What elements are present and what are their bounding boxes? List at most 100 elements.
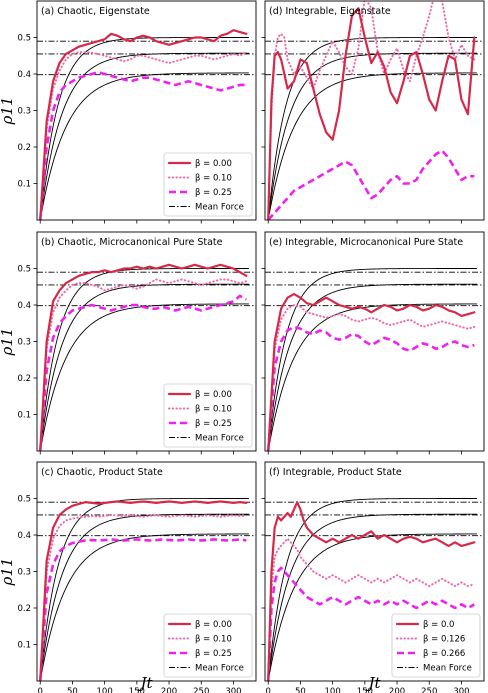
- series-line-solid: [267, 501, 476, 681]
- x-tick-label: 50: [67, 687, 78, 693]
- legend-label: β = 0.10: [195, 174, 232, 184]
- series-line-solid: [267, 7, 476, 220]
- series-line-dashed: [267, 149, 475, 220]
- series-line-dashed: [38, 294, 247, 451]
- y-tick-label: 0.4: [17, 301, 31, 311]
- y-tick-label: 0.5: [17, 495, 31, 505]
- panel-5: 0 50 100 150 200 250 300 (f) Integrable, Produc…: [261, 461, 485, 693]
- series-line-dotted: [39, 278, 248, 451]
- x-tick-label: 250: [193, 687, 209, 693]
- y-tick-label: 0.2: [17, 374, 31, 384]
- x-tick-label: 100: [325, 687, 341, 693]
- x-tick-label: 200: [389, 687, 405, 693]
- legend: β = 0.00 β = 0.10 β = 0.25 Mean Force: [163, 152, 253, 217]
- legend: β = 0.0 β = 0.126 β = 0.266 Mean Force: [391, 613, 481, 678]
- legend-label: β = 0.126: [423, 635, 465, 645]
- fit-curve: [267, 52, 477, 220]
- fit-curve: [267, 268, 477, 451]
- legend-label: Mean Force: [195, 434, 244, 444]
- series-line-dashed: [266, 566, 475, 681]
- y-tick-label: 0.3: [17, 568, 31, 578]
- x-tick-label: 200: [161, 687, 177, 693]
- legend-label: β = 0.25: [195, 649, 232, 659]
- legend-label: β = 0.10: [195, 635, 232, 645]
- panel-title: (a) Chaotic, Eigenstate: [41, 6, 150, 17]
- fit-curve: [267, 37, 477, 220]
- x-axis-label: Jt: [137, 674, 153, 692]
- y-tick-label: 0.2: [17, 604, 31, 614]
- legend-label: β = 0.10: [195, 405, 232, 415]
- legend: β = 0.00 β = 0.10 β = 0.25 Mean Force: [163, 383, 253, 448]
- fit-curve: [267, 72, 477, 220]
- y-axis-label: ρ11: [0, 328, 16, 357]
- panel-plot-area: [37, 29, 256, 220]
- y-tick-label: 0.3: [17, 107, 31, 117]
- y-tick-label: 0.1: [17, 180, 31, 190]
- panel-frame: [36, 231, 257, 452]
- panel-frame: [264, 461, 485, 682]
- panel-4: 0 50 100 150 200 250 300 0.1 0.2 0.3 0.4 0.5 (c) Cha…: [17, 461, 257, 693]
- x-tick-label: 100: [97, 687, 113, 693]
- y-tick-label: 0.3: [17, 338, 31, 348]
- panel-2: 0.1 0.2 0.3 0.4 0.5 (b) Chaotic, Microcanonic…: [17, 231, 257, 455]
- series-line-dotted: [39, 513, 248, 681]
- legend-label: β = 0.00: [195, 159, 232, 169]
- panel-0: 0.1 0.2 0.3 0.4 0.5 (a) Chaotic, Eigenstate β …: [17, 0, 257, 224]
- fit-curve: [267, 283, 477, 451]
- panel-frame: [36, 0, 257, 221]
- panel-plot-area: [37, 498, 256, 681]
- fit-curve: [39, 52, 249, 220]
- fit-curve: [39, 283, 249, 451]
- series-line-solid: [39, 500, 248, 681]
- series-line-dashed: [38, 70, 247, 220]
- series-line-dotted: [267, 537, 476, 681]
- legend-label: Mean Force: [195, 664, 244, 674]
- y-tick-label: 0.5: [17, 265, 31, 275]
- x-tick-label: 250: [421, 687, 437, 693]
- legend-box: [163, 383, 253, 448]
- y-axis-label: ρ11: [0, 558, 16, 587]
- x-tick-label: 150: [129, 687, 145, 693]
- legend-box: [163, 152, 253, 217]
- panel-title: (e) Integrable, Microcanonical Pure Stat…: [269, 237, 463, 248]
- panel-frame: [36, 461, 257, 682]
- x-tick-label: 300: [225, 687, 241, 693]
- legend-label: β = 0.00: [195, 390, 232, 400]
- panel-plot-area: [265, 498, 484, 681]
- fit-curve: [39, 513, 249, 681]
- y-tick-label: 0.1: [17, 411, 31, 421]
- y-axis-label: ρ11: [0, 97, 16, 126]
- fit-curve: [267, 498, 477, 681]
- x-tick-label: 0: [266, 687, 271, 693]
- series-line-solid: [39, 29, 248, 220]
- fit-curve: [39, 533, 249, 681]
- legend-label: β = 0.25: [195, 419, 232, 429]
- panel-plot-area: [265, 1, 484, 220]
- x-tick-label: 0: [38, 687, 43, 693]
- panel-plot-area: [37, 263, 256, 451]
- y-tick-label: 0.2: [17, 143, 31, 153]
- legend-label: Mean Force: [423, 664, 472, 674]
- series-line-dashed: [38, 538, 247, 681]
- y-tick-label: 0.4: [17, 531, 31, 541]
- series-line-solid: [267, 292, 476, 451]
- legend-label: β = 0.0: [423, 620, 454, 630]
- panel-1: (d) Integrable, Eigenstate: [261, 0, 485, 224]
- panel-plot-area: [265, 268, 484, 451]
- x-tick-label: 300: [453, 687, 469, 693]
- legend-label: β = 0.00: [195, 620, 232, 630]
- fit-curve: [267, 513, 477, 681]
- legend-label: Mean Force: [195, 203, 244, 213]
- y-tick-label: 0.5: [17, 34, 31, 44]
- x-axis-label: Jt: [365, 674, 381, 692]
- panel-title: (d) Integrable, Eigenstate: [269, 6, 391, 17]
- legend-label: β = 0.25: [195, 188, 232, 198]
- panel-title: (c) Chaotic, Product State: [41, 467, 163, 478]
- legend-box: [391, 613, 481, 678]
- fit-curve: [39, 72, 249, 220]
- series-line-dashed: [266, 325, 475, 451]
- panel-3: (e) Integrable, Microcanonical Pure Stat…: [261, 231, 485, 455]
- x-tick-label: 50: [295, 687, 306, 693]
- legend: β = 0.00 β = 0.10 β = 0.25 Mean Force: [163, 613, 253, 678]
